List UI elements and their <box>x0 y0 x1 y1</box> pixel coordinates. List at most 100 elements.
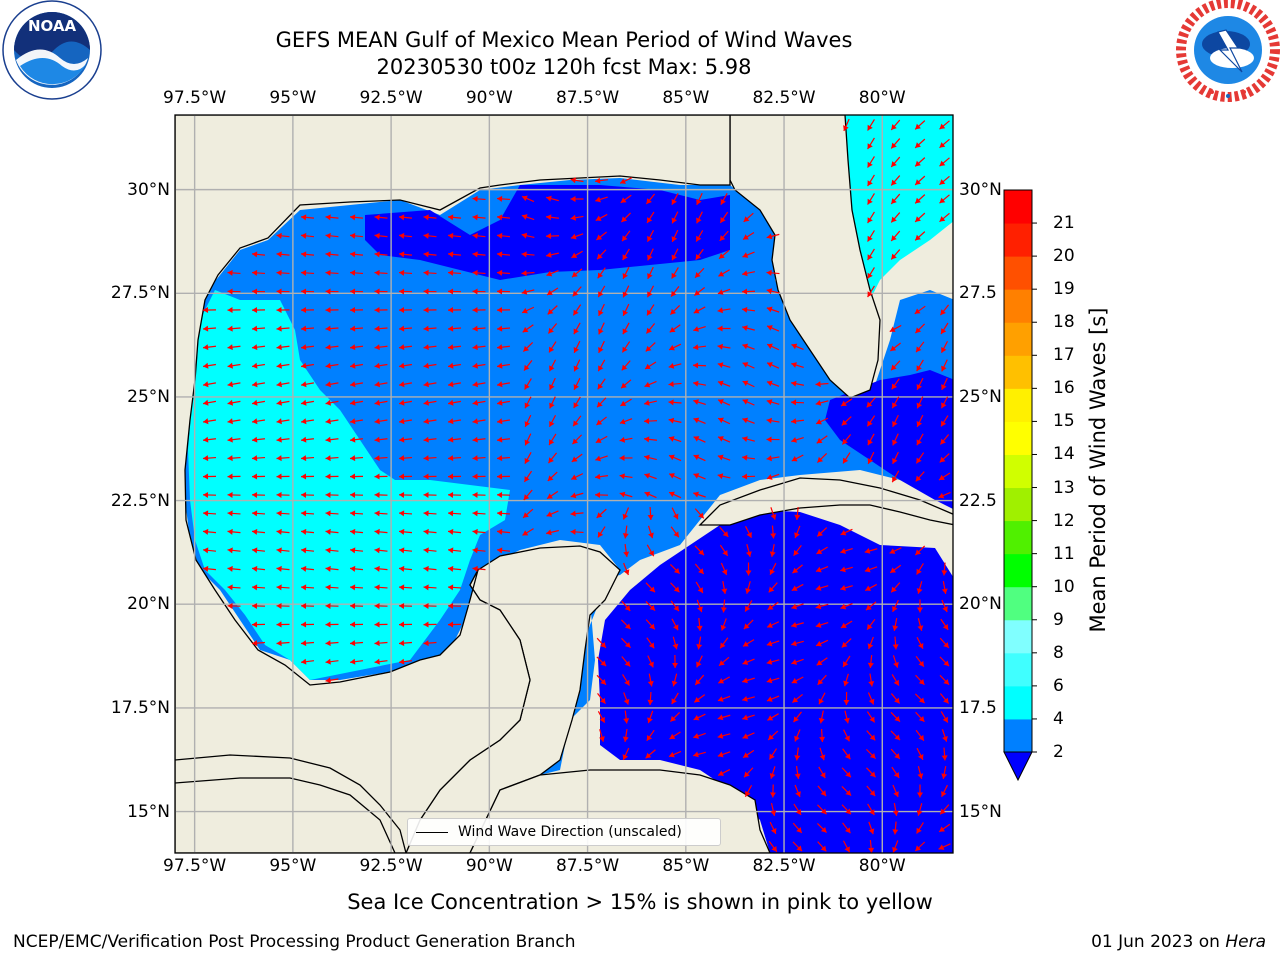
wave-direction-arrowhead <box>939 160 946 167</box>
wave-direction-arrowhead <box>867 458 874 464</box>
wave-direction-arrowhead <box>448 418 454 425</box>
wave-direction-arrowhead <box>497 195 503 202</box>
wave-direction-arrowhead <box>915 549 922 556</box>
wave-direction-arrowhead <box>622 328 628 335</box>
colorbar <box>1003 189 1037 782</box>
wave-direction-arrowhead <box>867 161 873 168</box>
wave-direction-arrowhead <box>497 325 503 332</box>
wave-direction-arrowhead <box>943 678 950 685</box>
wave-direction-arrowhead <box>620 400 627 406</box>
wave-direction-arrowhead <box>350 325 356 332</box>
wave-direction-arrowhead <box>742 270 748 277</box>
wave-direction-arrowhead <box>941 402 947 409</box>
wave-direction-arrowhead <box>820 790 827 797</box>
wave-direction-arrowhead <box>276 455 282 462</box>
wave-direction-arrowhead <box>742 288 748 295</box>
wave-direction-arrowhead <box>203 491 209 498</box>
wave-direction-arrowhead <box>918 679 925 685</box>
wave-direction-arrowhead <box>647 291 653 298</box>
colorbar-segment <box>1004 421 1032 455</box>
wave-direction-arrowhead <box>621 216 628 223</box>
wave-direction-arrowhead <box>203 325 209 332</box>
wave-direction-arrowhead <box>600 642 606 648</box>
wave-direction-arrowhead <box>647 254 653 261</box>
wave-direction-arrowhead <box>276 344 282 351</box>
wave-direction-arrowhead <box>648 642 655 649</box>
wave-direction-arrowhead <box>791 678 798 684</box>
wave-direction-arrowhead <box>766 288 773 295</box>
wave-direction-arrowhead <box>671 290 677 297</box>
wave-direction-arrowhead <box>745 551 752 557</box>
wave-direction-arrowhead <box>744 771 750 778</box>
wave-direction-arrowhead <box>350 658 356 665</box>
wave-direction-arrowhead <box>472 491 478 498</box>
wave-direction-arrowhead <box>521 288 528 295</box>
lon-tick-label-bottom: 95°W <box>269 856 317 876</box>
wave-direction-arrowhead <box>203 565 209 572</box>
wave-direction-arrowhead <box>276 418 282 425</box>
wave-direction-arrowhead <box>841 641 848 648</box>
wave-direction-arrowhead <box>742 436 748 443</box>
wave-direction-arrowhead <box>770 810 777 816</box>
wave-direction-arrowhead <box>472 214 478 221</box>
wave-direction-arrowhead <box>252 362 258 369</box>
wave-direction-arrowhead <box>943 642 949 648</box>
wave-direction-arrowhead <box>448 621 454 628</box>
wave-direction-arrowhead <box>742 677 748 684</box>
wave-direction-arrowhead <box>276 491 282 498</box>
wave-direction-arrowhead <box>698 549 705 556</box>
wave-direction-arrowhead <box>891 253 897 260</box>
wave-direction-arrowhead <box>867 180 873 187</box>
wave-direction-arrowhead <box>939 474 945 481</box>
wave-direction-arrowhead <box>770 828 777 834</box>
wave-direction-arrowhead <box>939 826 945 832</box>
wave-direction-arrowhead <box>524 476 530 482</box>
wave-direction-arrowhead <box>891 235 897 241</box>
lat-tick-label-right: 25°N <box>959 386 1002 407</box>
wave-direction-arrowhead <box>399 640 405 647</box>
wave-direction-arrowhead <box>472 381 479 388</box>
legend: Wind Wave Direction (unscaled) <box>407 818 721 846</box>
wave-direction-arrowhead <box>867 143 873 150</box>
wave-direction-arrowhead <box>718 271 725 277</box>
wave-direction-arrowhead <box>669 491 675 498</box>
wave-direction-arrowhead <box>647 217 653 223</box>
wave-direction-arrowhead <box>600 660 607 667</box>
wave-direction-arrowhead <box>374 510 380 517</box>
wave-direction-arrowhead <box>718 770 725 776</box>
wave-direction-arrowhead <box>693 733 700 739</box>
wave-direction-arrowhead <box>548 327 554 334</box>
wave-direction-arrowhead <box>644 436 650 443</box>
wave-direction-arrowhead <box>276 307 282 314</box>
wave-direction-arrowhead <box>916 607 923 613</box>
wave-direction-arrowhead <box>448 528 454 535</box>
wave-direction-arrowhead <box>745 790 751 797</box>
wave-direction-arrowhead <box>791 585 798 591</box>
wave-direction-arrowhead <box>276 232 282 239</box>
wave-direction-arrowhead <box>917 625 924 631</box>
wave-direction-arrowhead <box>722 550 728 556</box>
wave-direction-arrowhead <box>644 454 650 461</box>
wave-direction-arrowhead <box>844 753 851 760</box>
wave-direction-arrowhead <box>915 123 921 130</box>
wave-direction-arrowhead <box>448 251 454 258</box>
wave-direction-arrowhead <box>767 604 774 610</box>
wave-direction-arrowhead <box>844 846 850 853</box>
wave-direction-arrowhead <box>301 325 307 332</box>
wave-direction-arrowhead <box>696 625 703 631</box>
wave-direction-arrowhead <box>892 829 899 835</box>
colorbar-segment <box>1004 619 1032 654</box>
wave-direction-arrowhead <box>892 606 898 612</box>
wave-direction-arrowhead <box>399 621 405 628</box>
wave-direction-arrowhead <box>942 624 949 630</box>
wave-direction-arrowhead <box>423 584 429 591</box>
wave-direction-arrowhead <box>252 269 258 276</box>
wave-direction-arrowhead <box>423 473 429 480</box>
colorbar-segment <box>1004 454 1032 489</box>
colorbar-segment <box>1004 520 1032 555</box>
wave-direction-arrowhead <box>670 308 677 315</box>
wave-direction-arrowhead <box>573 309 579 316</box>
wave-direction-arrowhead <box>598 291 604 298</box>
wave-direction-arrowhead <box>867 420 873 427</box>
wave-direction-arrowhead <box>472 418 478 425</box>
